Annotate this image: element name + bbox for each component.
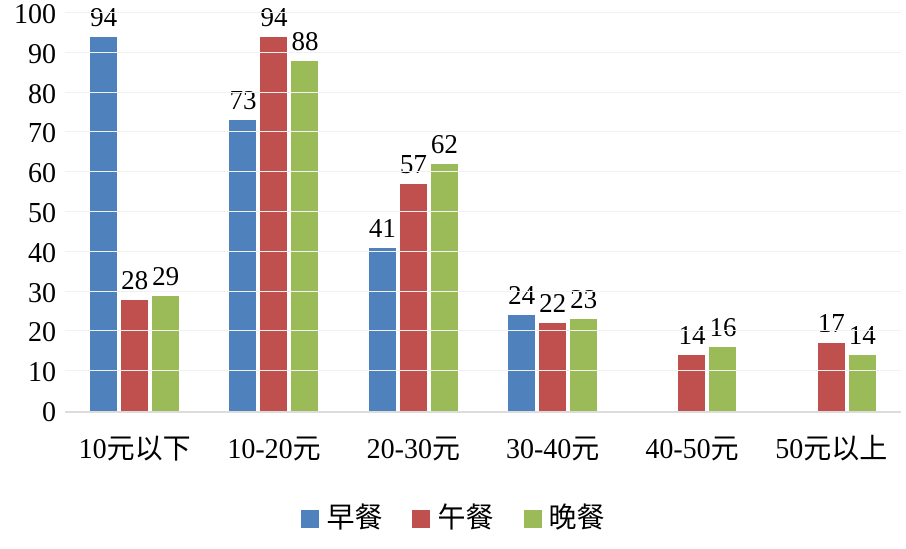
bar-slot: 16 — [709, 15, 737, 411]
y-tick-label: 30 — [28, 277, 56, 309]
bar-value-label: 62 — [430, 129, 458, 160]
bar-slot: 24 — [508, 15, 536, 411]
x-axis-labels: 10元以下 10-20元 20-30元 30-40元 40-50元 50元以上 — [65, 433, 901, 467]
bar — [709, 347, 737, 411]
bar-slot: 41 — [368, 15, 396, 411]
gridline — [65, 211, 901, 212]
bar-value-label: 17 — [817, 308, 845, 339]
y-tick-label: 100 — [14, 0, 56, 30]
legend-label: 午餐 — [437, 503, 494, 534]
bar-value-label: 29 — [152, 260, 180, 291]
y-tick-label: 40 — [28, 237, 56, 269]
y-axis: 0 10 20 30 40 50 60 70 80 90 100 — [0, 0, 56, 460]
y-tick-label: 60 — [28, 158, 56, 190]
bar-slot: 29 — [152, 15, 180, 411]
gridline — [65, 91, 901, 93]
bar-slot: 94 — [90, 3, 118, 411]
bar-slot: 23 — [570, 15, 598, 411]
bar — [539, 323, 567, 411]
legend-label: 晚餐 — [548, 503, 605, 534]
bar-group: 73 94 88 — [204, 3, 343, 411]
y-tick-label: 20 — [28, 317, 56, 349]
gridline — [65, 131, 901, 133]
x-category-label: 10元以下 — [78, 434, 191, 465]
legend-swatch-icon — [523, 510, 542, 528]
gridline — [65, 370, 901, 372]
gridline — [65, 171, 901, 173]
bar-slot — [787, 15, 814, 411]
y-tick-label: 80 — [28, 78, 56, 110]
legend-label: 早餐 — [326, 503, 383, 534]
bar-slot: 73 — [229, 15, 257, 411]
bar-value-label: 57 — [399, 149, 427, 180]
legend-swatch-icon — [301, 510, 320, 528]
bar — [229, 120, 257, 411]
bar-value-label: 22 — [539, 288, 567, 319]
bar-value-label: 23 — [570, 284, 598, 315]
bar — [368, 247, 396, 411]
y-tick-label: 50 — [28, 198, 56, 229]
gridline — [65, 51, 901, 53]
bar-group: 14 16 — [622, 15, 761, 411]
bar-value-label: 73 — [229, 85, 257, 116]
bar-slot: 14 — [678, 15, 706, 411]
legend-item: 晚餐 — [523, 502, 605, 536]
bar-value-label: 14 — [848, 320, 876, 351]
legend-item: 午餐 — [412, 502, 494, 536]
bar-slot — [647, 15, 674, 411]
bar-slot: 22 — [539, 15, 567, 411]
gridline — [65, 330, 901, 332]
y-tick-label: 0 — [42, 397, 56, 428]
bar-slot: 94 — [260, 3, 288, 411]
bar-slot: 28 — [121, 15, 149, 411]
bar-value-label: 16 — [709, 312, 737, 343]
bar — [260, 36, 288, 411]
bar-slot: 17 — [817, 15, 845, 411]
bar-value-label: 94 — [260, 1, 288, 32]
legend: 早餐 午餐 晚餐 — [0, 502, 906, 536]
bar — [399, 184, 427, 411]
gridline — [65, 290, 901, 292]
bar — [570, 319, 598, 411]
bar — [848, 355, 876, 411]
legend-item: 早餐 — [301, 502, 382, 536]
y-tick-label: 10 — [28, 357, 56, 389]
x-category-label: 40-50元 — [645, 434, 739, 465]
x-category-label: 30-40元 — [505, 434, 600, 465]
bar-slot: 88 — [291, 15, 319, 411]
bar — [817, 343, 845, 411]
x-category-label: 50元以上 — [775, 434, 888, 465]
bar-value-label: 94 — [90, 1, 118, 32]
x-category-label: 20-30元 — [366, 434, 460, 465]
bar-groups: 94 28 29 73 94 88 41 57 62 24 22 23 14 16 17 14 — [65, 3, 901, 411]
bar-group: 41 57 62 — [344, 15, 483, 411]
bar — [90, 36, 118, 411]
bar-slot: 57 — [399, 15, 427, 411]
gridline — [65, 12, 901, 13]
y-tick-label: 70 — [28, 118, 56, 150]
bar-value-label: 41 — [368, 212, 396, 243]
bar — [430, 164, 458, 411]
legend-swatch-icon — [412, 510, 431, 528]
bar-slot: 14 — [848, 15, 876, 411]
bar-group: 94 28 29 — [65, 3, 204, 411]
y-tick-label: 90 — [28, 38, 56, 70]
bar — [121, 299, 149, 411]
x-category-label: 10-20元 — [227, 434, 321, 465]
bar — [291, 60, 319, 411]
bar-value-label: 28 — [121, 264, 149, 295]
bar — [152, 295, 180, 411]
bar-value-label: 88 — [291, 25, 319, 56]
gridline — [65, 250, 901, 252]
bar-group: 17 14 — [762, 15, 901, 411]
bar-slot: 62 — [430, 15, 458, 411]
plot-area: 94 28 29 73 94 88 41 57 62 24 22 23 14 16 17 14 — [65, 3, 901, 413]
bar-value-label: 14 — [678, 320, 706, 351]
bar — [678, 355, 706, 411]
bar-value-label: 24 — [508, 280, 536, 311]
bar-group: 24 22 23 — [483, 15, 622, 411]
